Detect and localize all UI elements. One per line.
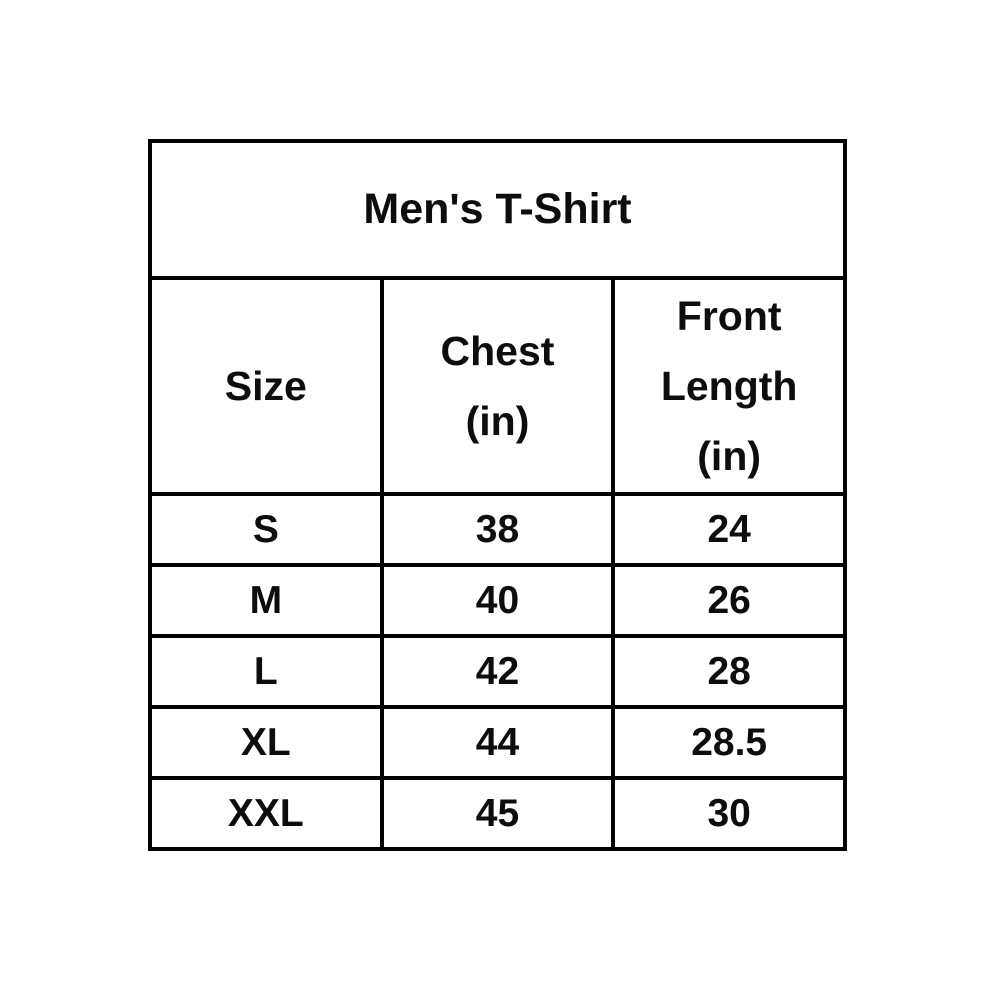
front-length-cell: 28: [611, 634, 847, 709]
chest-cell: 40: [379, 563, 616, 638]
size-chart-table: Men's T-Shirt Size Chest (in) Front Leng…: [148, 139, 847, 851]
title-row: Men's T-Shirt: [148, 139, 847, 280]
table-row: XXL 45 30: [148, 776, 847, 851]
size-cell: XXL: [148, 776, 384, 851]
chest-cell: 42: [379, 634, 616, 709]
column-header-front-length: Front Length (in): [611, 276, 847, 496]
front-length-cell: 26: [611, 563, 847, 638]
size-cell: M: [148, 563, 384, 638]
size-cell: XL: [148, 705, 384, 780]
chest-cell: 38: [379, 492, 616, 567]
table-row: XL 44 28.5: [148, 705, 847, 780]
size-cell: L: [148, 634, 384, 709]
front-length-cell: 28.5: [611, 705, 847, 780]
table-row: S 38 24: [148, 492, 847, 567]
column-header-chest: Chest (in): [379, 276, 616, 496]
table-row: M 40 26: [148, 563, 847, 638]
chest-cell: 44: [379, 705, 616, 780]
front-length-cell: 30: [611, 776, 847, 851]
chest-cell: 45: [379, 776, 616, 851]
front-length-cell: 24: [611, 492, 847, 567]
column-header-size: Size: [148, 276, 384, 496]
table-title: Men's T-Shirt: [148, 139, 847, 280]
header-row: Size Chest (in) Front Length (in): [148, 276, 847, 496]
size-cell: S: [148, 492, 384, 567]
table-row: L 42 28: [148, 634, 847, 709]
